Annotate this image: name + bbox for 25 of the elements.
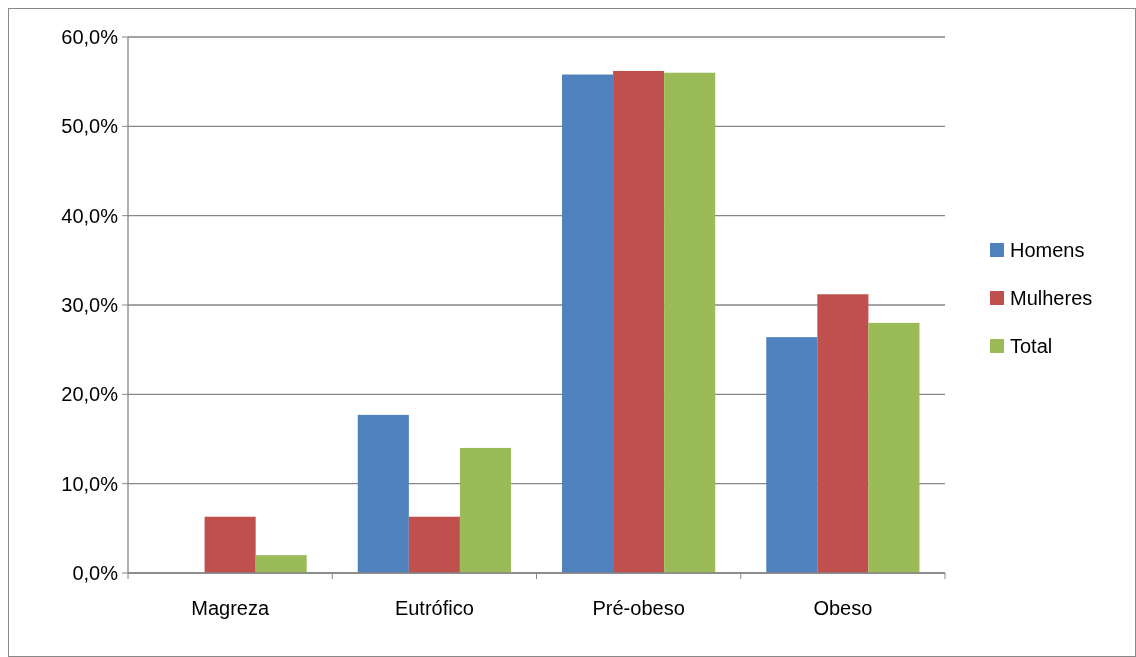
x-tick-label: Magreza [191, 597, 270, 619]
bar [459, 447, 511, 573]
y-tick-label: 0,0% [72, 562, 119, 584]
y-tick-label: 60,0% [61, 26, 119, 48]
legend-label: Total [1010, 335, 1053, 357]
bar [357, 414, 409, 573]
bar [408, 516, 460, 573]
y-tick-label: 20,0% [61, 383, 119, 406]
y-tick-label: 30,0% [61, 294, 119, 316]
bar [766, 337, 818, 573]
y-tick-label: 40,0% [61, 204, 119, 227]
bar [817, 294, 869, 573]
legend-label: Homens [1010, 239, 1085, 261]
bar [613, 70, 665, 573]
bar [204, 516, 256, 573]
legend-label: Mulheres [1010, 287, 1093, 309]
bar [562, 74, 614, 573]
y-tick-label: 10,0% [61, 472, 119, 495]
x-tick-label: Eutrófico [394, 597, 474, 619]
bar [255, 555, 307, 573]
bar [868, 322, 920, 573]
x-tick-label: Obeso [813, 597, 873, 619]
y-tick-label: 50,0% [61, 115, 119, 138]
bar [664, 72, 716, 573]
x-tick-label: Pré-obeso [592, 597, 685, 619]
